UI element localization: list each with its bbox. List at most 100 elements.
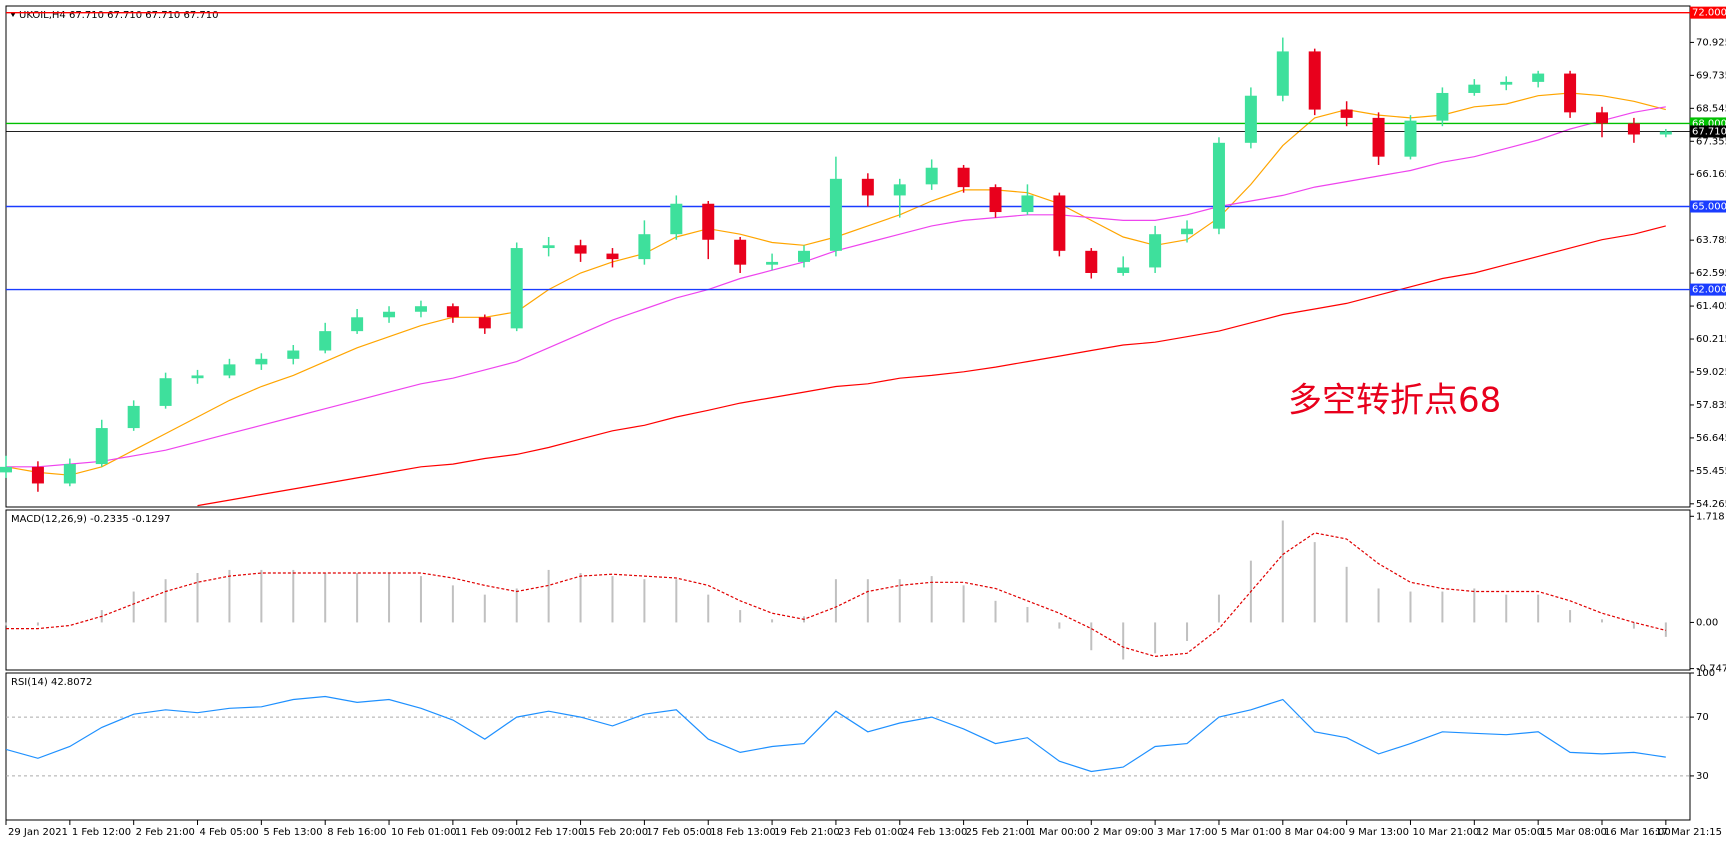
rsi-panel	[5, 672, 1691, 821]
candle-body	[478, 317, 491, 329]
candle-body	[542, 245, 555, 249]
candle-body	[287, 350, 300, 359]
candle-body	[1627, 123, 1640, 135]
candle-body	[1404, 120, 1417, 157]
candle-body	[702, 203, 715, 240]
x-tick-label: 12 Mar 05:00	[1476, 827, 1543, 838]
candle-body	[1181, 228, 1194, 235]
x-tick-label: 23 Feb 01:00	[838, 827, 904, 838]
macd-panel	[5, 509, 1691, 671]
price-panel	[5, 5, 1691, 508]
macd-title: MACD(12,26,9) -0.2335 -0.1297	[11, 514, 171, 525]
level-label: 65.000	[1692, 202, 1726, 213]
candle-body	[1021, 195, 1034, 213]
candle-body	[766, 261, 779, 265]
x-tick-label: 4 Feb 05:00	[200, 827, 259, 838]
y-tick-label: 1.718	[1696, 511, 1725, 522]
level-tag	[1690, 6, 1726, 19]
x-tick-label: 11 Feb 09:00	[455, 827, 521, 838]
rsi-title: RSI(14) 42.8072	[11, 677, 92, 688]
y-tick-label: 59.025	[1696, 367, 1726, 378]
moving-average	[197, 225, 1666, 507]
y-tick-label: 0.00	[1696, 617, 1718, 628]
candle-body	[1244, 95, 1257, 143]
candle-body	[829, 178, 842, 251]
y-tick-label: 68.545	[1696, 103, 1726, 114]
candle-body	[446, 306, 459, 318]
candle-body	[127, 405, 140, 429]
x-tick-label: 17 Mar 21:15	[1655, 827, 1722, 838]
y-tick-label: -0.7475	[1696, 664, 1726, 675]
candle-body	[606, 253, 619, 260]
chart-title: UKOIL,H4 67.710 67.710 67.710 67.710	[19, 10, 218, 21]
x-tick-label: 2 Feb 21:00	[136, 827, 195, 838]
x-tick-label: 1 Feb 12:00	[72, 827, 131, 838]
x-tick-label: 5 Mar 01:00	[1221, 827, 1281, 838]
x-tick-label: 24 Feb 13:00	[902, 827, 968, 838]
candle-body	[1276, 51, 1289, 96]
candle-body	[31, 466, 44, 484]
y-tick-label: 63.785	[1696, 235, 1726, 246]
level-label: 68.000	[1692, 118, 1726, 129]
candle-body	[861, 178, 874, 196]
y-tick-label: 69.735	[1696, 70, 1726, 81]
x-tick-label: 15 Feb 20:00	[583, 827, 649, 838]
candle-body	[1149, 234, 1162, 268]
x-tick-label: 1 Mar 00:00	[1029, 827, 1089, 838]
candle-body	[351, 317, 364, 332]
y-tick-label: 57.835	[1696, 400, 1726, 411]
level-tag	[1690, 125, 1726, 138]
y-tick-label: 100	[1696, 668, 1715, 679]
x-tick-label: 18 Feb 13:00	[710, 827, 776, 838]
x-tick-label: 8 Mar 04:00	[1285, 827, 1345, 838]
candle-body	[1212, 142, 1225, 229]
candle-body	[159, 378, 172, 406]
candle-body	[255, 358, 268, 365]
candle-body	[1500, 81, 1513, 85]
x-tick-label: 5 Feb 13:00	[263, 827, 322, 838]
x-tick-label: 12 Feb 17:00	[519, 827, 585, 838]
candle-body	[1596, 112, 1608, 124]
annotation: 多空转折点68	[1288, 381, 1501, 421]
x-tick-label: 19 Feb 21:00	[774, 827, 840, 838]
y-tick-label: 61.405	[1696, 301, 1726, 312]
candle-body	[1532, 73, 1545, 82]
x-tick-label: 10 Feb 01:00	[391, 827, 457, 838]
y-tick-label: 30	[1696, 771, 1709, 782]
x-tick-label: 8 Feb 16:00	[327, 827, 386, 838]
candle-body	[1659, 131, 1672, 135]
x-tick-label: 3 Mar 17:00	[1157, 827, 1217, 838]
y-tick-label: 55.455	[1696, 466, 1726, 477]
candle-body	[1117, 267, 1130, 273]
candle-body	[957, 167, 970, 188]
level-tag	[1690, 200, 1726, 213]
y-tick-label: 67.355	[1696, 136, 1726, 147]
level-label: 62.000	[1692, 285, 1726, 296]
candle-body	[989, 187, 1002, 213]
y-tick-label: 56.645	[1696, 433, 1726, 444]
candle-body	[574, 245, 587, 254]
y-tick-label: 66.165	[1696, 169, 1726, 180]
x-tick-label: 15 Mar 08:00	[1540, 827, 1607, 838]
candle-body	[1468, 84, 1481, 93]
candle-body	[1340, 109, 1353, 118]
candle-body	[63, 464, 76, 484]
candle-body	[1564, 73, 1577, 113]
x-tick-label: 25 Feb 21:00	[966, 827, 1032, 838]
candle-body	[1436, 92, 1449, 121]
candle-body	[925, 167, 938, 185]
y-tick-label: 62.595	[1696, 268, 1726, 279]
signal-line	[6, 532, 1666, 658]
x-tick-label: 17 Feb 05:00	[646, 827, 712, 838]
candle-body	[734, 239, 747, 265]
level-label: 67.710	[1692, 126, 1726, 137]
level-label: 72.000	[1692, 8, 1726, 19]
candle-body	[893, 184, 906, 196]
candle-body	[1085, 250, 1098, 273]
candle-body	[1053, 195, 1066, 251]
candle-body	[1372, 117, 1385, 157]
candle-body	[798, 250, 810, 262]
